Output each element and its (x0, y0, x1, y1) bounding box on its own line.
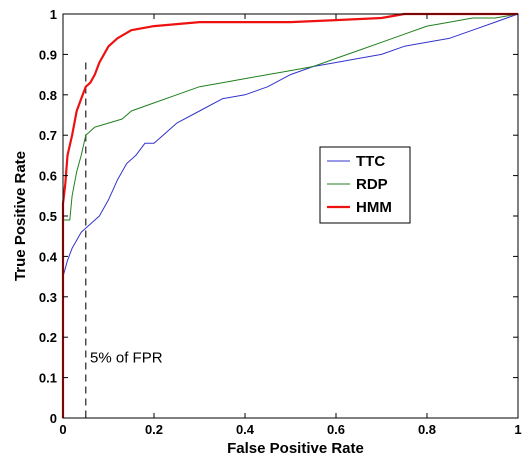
plot-area (63, 14, 518, 418)
y-tick-label: 0.8 (39, 88, 57, 103)
legend-label-rdp: RDP (356, 176, 388, 193)
legend-label-hmm: HMM (356, 199, 392, 216)
x-tick-label: 0.4 (236, 422, 255, 437)
y-tick-label: 0.1 (39, 371, 57, 386)
y-tick-label: 0 (50, 411, 57, 426)
y-tick-label: 0.4 (39, 249, 58, 264)
legend-label-ttc: TTC (356, 153, 385, 170)
x-axis-label: False Positive Rate (227, 440, 364, 457)
x-tick-label: 0.2 (145, 422, 163, 437)
x-tick-label: 0 (59, 422, 66, 437)
series-line-ttc (62, 13, 519, 418)
x-tick-label: 0.8 (418, 422, 436, 437)
y-tick-label: 0.9 (39, 47, 57, 62)
x-tick-label: 1 (514, 422, 521, 437)
y-axis-label: True Positive Rate (12, 151, 29, 281)
y-tick-label: 1 (50, 7, 57, 22)
y-tick-label: 0.5 (39, 209, 57, 224)
y-tick-label: 0.3 (39, 290, 57, 305)
y-tick-label: 0.7 (39, 128, 57, 143)
series-line-rdp (62, 13, 519, 418)
legend-box (319, 146, 411, 224)
fpr-annotation-text: 5% of FPR (90, 349, 163, 366)
y-tick-label: 0.2 (39, 330, 57, 345)
series-line-hmm (61, 12, 518, 418)
x-tick-label: 0.6 (327, 422, 345, 437)
y-tick-label: 0.6 (39, 169, 57, 184)
